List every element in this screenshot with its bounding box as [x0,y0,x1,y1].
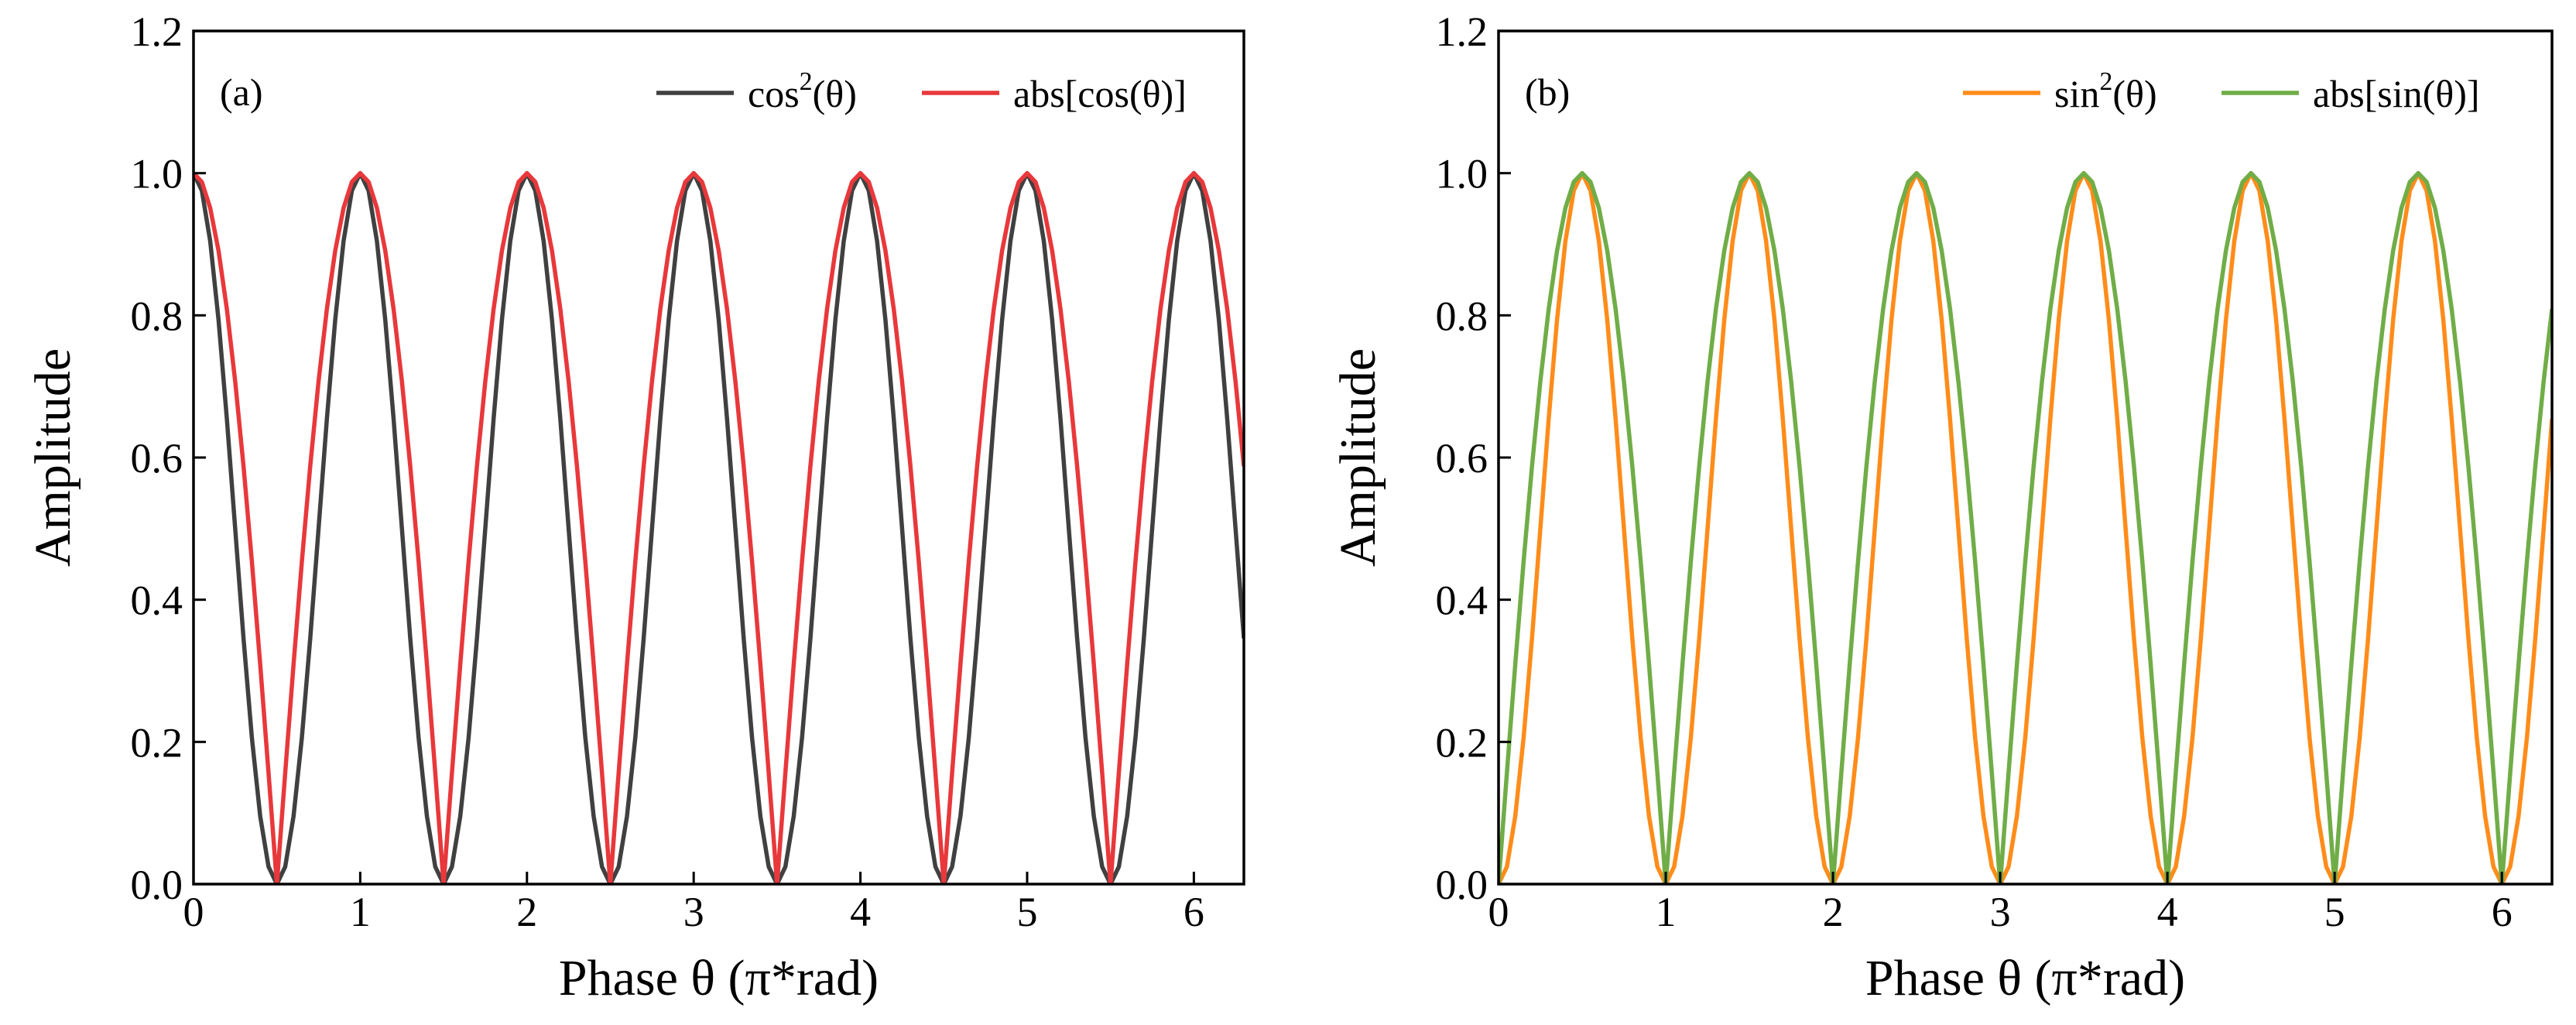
x-tick-label: 4 [850,889,871,935]
y-tick-label: 0.6 [1436,435,1488,482]
y-tick-label: 1.2 [1436,9,1488,55]
y-tick-label: 1.0 [1436,151,1488,197]
x-tick-label: 5 [2324,889,2345,935]
legend-label-base: abs[cos(θ)] [1013,72,1187,115]
y-tick-label: 0.4 [131,578,183,624]
legend-label-sup: 2 [2099,67,2112,96]
chart-panel-a: 0 1 2 3 4 5 6 0.0 0.2 0.4 0.6 0.8 1.0 1.2 Phase θ (π*r… [25,9,1245,1006]
legend-label-base: abs[sin(θ)] [2313,72,2480,115]
legend-label-2: abs[sin(θ)] [2313,72,2480,115]
legend-label-tail: (θ) [813,72,857,115]
x-tick-label: 2 [516,889,537,935]
series-line-2 [194,170,1244,884]
series-line-2 [1499,170,2552,884]
x-tick-label: 3 [683,889,704,935]
legend: cos2(θ) abs[cos(θ)] [656,67,1187,115]
panel-label: (a) [220,70,263,114]
y-tick-label: 0.6 [131,435,183,482]
legend-label-base: sin [2054,72,2099,115]
series-line-1 [1499,170,2552,884]
x-tick-label: 6 [1184,889,1204,935]
x-tick-label: 5 [1016,889,1037,935]
legend-label-1: cos2(θ) [748,67,857,115]
x-tick-label: 4 [2157,889,2178,935]
legend-label-1: sin2(θ) [2054,67,2157,115]
y-axis-title: Amplitude [25,348,81,567]
x-tick-label: 0 [1488,889,1509,935]
y-tick-label: 0.2 [1436,719,1488,766]
legend-label-tail: (θ) [2112,72,2156,115]
legend-label-base: cos [748,72,800,115]
x-axis-title: Phase θ (π*rad) [559,950,879,1006]
y-tick-label: 0.8 [1436,293,1488,339]
y-tick-label: 1.2 [131,9,183,55]
x-tick-label: 2 [1823,889,1844,935]
x-tick-label: 1 [1656,889,1677,935]
x-tick-label: 1 [350,889,371,935]
series-line-1 [194,170,1244,884]
x-tick-label: 6 [2492,889,2513,935]
x-axis-title: Phase θ (π*rad) [1865,950,2185,1006]
chart-panel-b: 0 1 2 3 4 5 6 0.0 0.2 0.4 0.6 0.8 1.0 1.2 Phase θ (π*r… [1330,9,2554,1006]
x-tick-label: 0 [183,889,204,935]
y-tick-label: 0.0 [131,862,183,908]
panel-label: (b) [1525,70,1570,114]
legend-label-2: abs[cos(θ)] [1013,72,1187,115]
legend-label-sup: 2 [800,67,813,96]
y-tick-label: 0.4 [1436,578,1488,624]
y-tick-label: 1.0 [131,151,183,197]
y-tick-label: 0.0 [1436,862,1488,908]
legend: sin2(θ) abs[sin(θ)] [1963,67,2480,115]
x-tick-label: 3 [1990,889,2011,935]
y-tick-label: 0.8 [131,293,183,339]
y-tick-label: 0.2 [131,719,183,766]
y-axis-title: Amplitude [1330,348,1386,567]
